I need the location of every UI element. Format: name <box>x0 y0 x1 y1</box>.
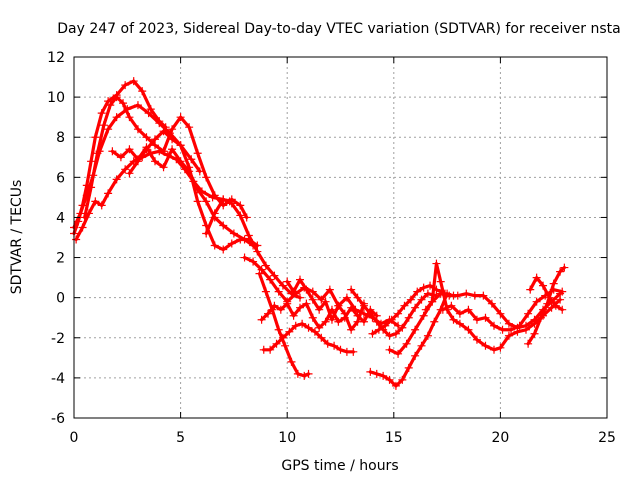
series-line-sat-t <box>528 276 564 312</box>
y-tick-label: 2 <box>56 251 65 267</box>
axis-ticks: 0 5 10 15 20 25 -6 -4 -2 0 2 4 6 8 10 12 <box>47 50 616 446</box>
series-line-sat-d <box>83 95 249 220</box>
y-tick-label: 6 <box>56 170 65 186</box>
series-line-sat-f <box>127 129 259 252</box>
y-tick-label: -2 <box>51 331 65 347</box>
y-tick-label: -4 <box>51 371 65 387</box>
chart-title: Day 247 of 2023, Sidereal Day-to-day VTE… <box>57 21 620 37</box>
x-tick-label: 20 <box>491 430 509 446</box>
x-tick-label: 0 <box>70 430 79 446</box>
y-tick-label: -6 <box>51 411 65 427</box>
series-points-sat-e <box>108 143 258 250</box>
y-tick-label: 12 <box>47 50 65 66</box>
series-points-sat-d <box>80 93 251 222</box>
series-line-sat-m <box>349 288 439 338</box>
plot-frame <box>73 56 608 419</box>
x-tick-label: 5 <box>176 430 185 446</box>
series-points-sat-s <box>524 263 569 348</box>
y-axis-label: SDTVAR / TECUs <box>9 180 25 295</box>
y-tick-label: 8 <box>56 130 65 146</box>
y-tick-label: 0 <box>56 291 65 307</box>
grid-lines <box>74 57 607 418</box>
y-tick-label: 4 <box>56 210 65 226</box>
series-line-sat-g <box>204 197 302 300</box>
series-points-sat-k <box>257 299 381 332</box>
series-points-sat-r <box>438 285 567 334</box>
x-tick-label: 10 <box>278 430 296 446</box>
series-points-sat-l <box>283 275 368 334</box>
series-points-sat-m <box>347 285 441 340</box>
x-tick-label: 25 <box>598 430 616 446</box>
series-points-sat-g <box>202 195 304 302</box>
x-axis-label: GPS time / hours <box>281 458 398 474</box>
series-points-sat-t <box>526 273 567 314</box>
plot-area <box>70 77 569 390</box>
series-points-sat-f <box>125 127 262 254</box>
series-points-sat-h <box>240 253 403 330</box>
x-tick-label: 15 <box>385 430 403 446</box>
y-tick-label: 10 <box>47 90 65 106</box>
series-points-sat-j <box>259 319 358 356</box>
